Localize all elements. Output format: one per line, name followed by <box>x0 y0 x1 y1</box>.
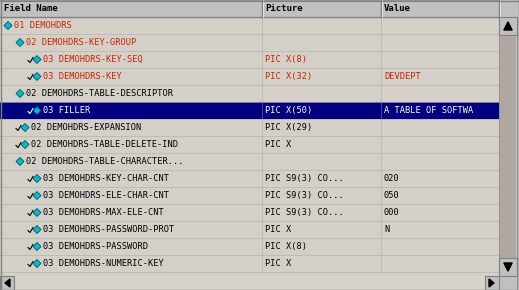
Bar <box>14 276 485 290</box>
Bar <box>0 51 499 68</box>
Text: 000: 000 <box>384 208 400 217</box>
Text: 03 DEMOHDRS-PASSWORD: 03 DEMOHDRS-PASSWORD <box>43 242 148 251</box>
Text: Field Name: Field Name <box>4 4 58 13</box>
Polygon shape <box>33 260 41 267</box>
Bar <box>0 68 499 85</box>
Text: 02 DEMOHDRS-TABLE-DESCRIPTOR: 02 DEMOHDRS-TABLE-DESCRIPTOR <box>26 89 173 98</box>
Polygon shape <box>489 279 494 287</box>
Text: 03 FILLER: 03 FILLER <box>43 106 90 115</box>
Text: PIC X(32): PIC X(32) <box>265 72 312 81</box>
Bar <box>0 17 499 276</box>
Text: 01 DEMOHDRS: 01 DEMOHDRS <box>14 21 72 30</box>
Text: PIC X(8): PIC X(8) <box>265 242 307 251</box>
Bar <box>500 35 516 258</box>
Text: N: N <box>384 225 389 234</box>
Polygon shape <box>33 55 41 64</box>
Text: A TABLE OF SOFTWA: A TABLE OF SOFTWA <box>384 106 473 115</box>
Bar <box>499 258 517 276</box>
Text: PIC S9(3) CO...: PIC S9(3) CO... <box>265 208 344 217</box>
Bar <box>0 170 499 187</box>
Text: PIC X(50): PIC X(50) <box>265 106 312 115</box>
Polygon shape <box>33 191 41 200</box>
Bar <box>0 34 499 51</box>
Text: 03 DEMOHDRS-KEY-CHAR-CNT: 03 DEMOHDRS-KEY-CHAR-CNT <box>43 174 169 183</box>
Bar <box>0 204 499 221</box>
Bar <box>0 136 499 153</box>
Polygon shape <box>21 124 29 131</box>
Text: PIC S9(3) CO...: PIC S9(3) CO... <box>265 174 344 183</box>
Text: 03 DEMOHDRS-ELE-CHAR-CNT: 03 DEMOHDRS-ELE-CHAR-CNT <box>43 191 169 200</box>
Polygon shape <box>33 242 41 251</box>
Bar <box>0 276 14 290</box>
Bar <box>0 276 517 290</box>
Polygon shape <box>33 72 41 81</box>
Polygon shape <box>504 263 512 271</box>
Polygon shape <box>5 279 10 287</box>
Text: 03 DEMOHDRS-KEY: 03 DEMOHDRS-KEY <box>43 72 122 81</box>
Text: Picture: Picture <box>265 4 303 13</box>
Bar <box>0 255 499 272</box>
Text: 020: 020 <box>384 174 400 183</box>
Text: 03 DEMOHDRS-PASSWORD-PROT: 03 DEMOHDRS-PASSWORD-PROT <box>43 225 174 234</box>
Polygon shape <box>33 226 41 233</box>
Polygon shape <box>4 21 12 30</box>
Polygon shape <box>504 22 512 30</box>
Text: 03 DEMOHDRS-MAX-ELE-CNT: 03 DEMOHDRS-MAX-ELE-CNT <box>43 208 164 217</box>
Text: 02 DEMOHDRS-TABLE-CHARACTER...: 02 DEMOHDRS-TABLE-CHARACTER... <box>26 157 184 166</box>
Text: PIC X: PIC X <box>265 225 291 234</box>
Bar <box>0 0 499 17</box>
Bar <box>499 17 517 35</box>
Polygon shape <box>33 209 41 217</box>
Bar <box>0 221 499 238</box>
Text: PIC X: PIC X <box>265 140 291 149</box>
Bar <box>485 276 499 290</box>
Bar <box>0 85 499 102</box>
Text: 050: 050 <box>384 191 400 200</box>
Text: PIC X: PIC X <box>265 259 291 268</box>
Bar <box>0 17 499 34</box>
Bar <box>499 17 517 276</box>
Text: PIC S9(3) CO...: PIC S9(3) CO... <box>265 191 344 200</box>
Bar <box>0 102 499 119</box>
Polygon shape <box>33 106 41 115</box>
Text: PIC X(29): PIC X(29) <box>265 123 312 132</box>
Text: Value: Value <box>384 4 411 13</box>
Polygon shape <box>33 175 41 182</box>
Text: 03 DEMOHDRS-NUMERIC-KEY: 03 DEMOHDRS-NUMERIC-KEY <box>43 259 164 268</box>
Bar <box>0 153 499 170</box>
Bar <box>0 119 499 136</box>
Polygon shape <box>21 140 29 148</box>
Polygon shape <box>16 90 24 97</box>
Text: PIC X(8): PIC X(8) <box>265 55 307 64</box>
Text: 03 DEMOHDRS-KEY-SEQ: 03 DEMOHDRS-KEY-SEQ <box>43 55 143 64</box>
Bar <box>0 238 499 255</box>
Text: DEVDEPT: DEVDEPT <box>384 72 421 81</box>
Text: 02 DEMOHDRS-TABLE-DELETE-IND: 02 DEMOHDRS-TABLE-DELETE-IND <box>31 140 178 149</box>
Polygon shape <box>16 39 24 46</box>
Text: 02 DEMOHDRS-EXPANSION: 02 DEMOHDRS-EXPANSION <box>31 123 141 132</box>
Text: 02 DEMOHDRS-KEY-GROUP: 02 DEMOHDRS-KEY-GROUP <box>26 38 136 47</box>
Polygon shape <box>16 157 24 166</box>
Bar <box>0 187 499 204</box>
